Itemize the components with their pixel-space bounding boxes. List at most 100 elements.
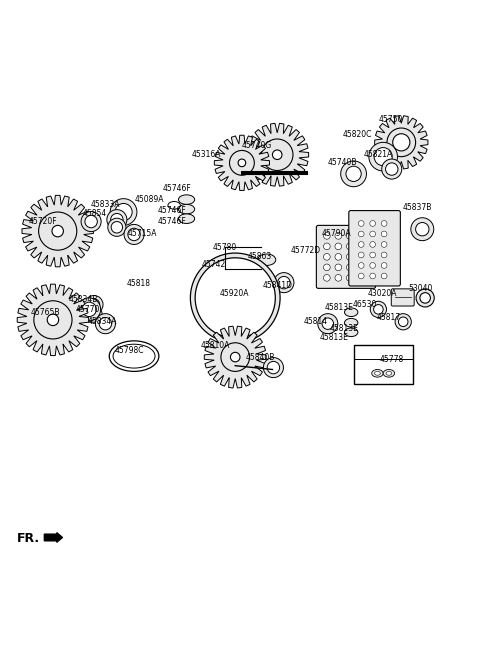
Circle shape [88,299,100,310]
Circle shape [416,223,429,236]
Circle shape [359,263,364,269]
Ellipse shape [386,371,392,375]
Circle shape [262,139,293,170]
Text: 45834B: 45834B [69,295,98,305]
Circle shape [341,161,366,187]
Text: 45821A: 45821A [364,150,393,159]
Circle shape [373,305,383,314]
Circle shape [359,231,364,237]
Ellipse shape [374,371,380,375]
Circle shape [358,233,364,239]
Circle shape [89,309,99,320]
Ellipse shape [179,195,195,204]
Ellipse shape [372,369,383,377]
Circle shape [322,318,334,329]
Circle shape [52,225,63,237]
Circle shape [358,274,364,281]
Circle shape [273,150,282,160]
Circle shape [335,274,342,281]
Circle shape [381,263,387,269]
Circle shape [85,295,103,314]
Polygon shape [204,326,266,388]
Text: 45742: 45742 [202,260,226,269]
Circle shape [393,134,410,151]
Circle shape [398,317,408,327]
Circle shape [347,274,353,281]
Circle shape [358,264,364,271]
Circle shape [85,215,97,228]
Ellipse shape [258,254,276,265]
Circle shape [370,221,375,227]
Text: 45772D: 45772D [291,246,321,255]
Polygon shape [17,284,89,356]
Bar [354,345,413,384]
Circle shape [381,252,387,258]
Circle shape [81,212,101,232]
Text: 45750: 45750 [378,115,403,124]
Text: 43020A: 43020A [368,289,397,297]
Circle shape [370,231,375,237]
Circle shape [107,210,127,230]
Text: 45715A: 45715A [127,229,157,238]
Circle shape [346,166,361,181]
Ellipse shape [345,318,358,327]
Circle shape [335,233,342,239]
Text: 45746F: 45746F [158,206,187,215]
Circle shape [99,318,112,330]
Circle shape [347,253,353,260]
Circle shape [82,302,96,316]
Circle shape [347,233,353,239]
Circle shape [110,198,137,225]
Circle shape [221,343,250,371]
Circle shape [369,142,397,171]
Text: 45814: 45814 [303,317,327,326]
FancyBboxPatch shape [349,210,400,286]
Ellipse shape [168,202,180,209]
Text: 45778: 45778 [380,356,404,364]
Text: 53040: 53040 [408,284,432,293]
Circle shape [264,358,283,378]
Circle shape [335,243,342,250]
Text: 45089A: 45089A [134,195,164,204]
Text: 45833A: 45833A [91,200,120,209]
Circle shape [420,293,431,303]
Text: 45798C: 45798C [115,346,144,355]
Circle shape [229,151,254,176]
Text: 46530: 46530 [353,300,377,309]
Text: 45746F: 45746F [163,183,192,193]
Circle shape [370,252,375,258]
Text: 45837B: 45837B [403,203,432,212]
Text: 45740B: 45740B [328,159,357,168]
Circle shape [370,242,375,248]
Circle shape [230,291,244,305]
Text: 45770: 45770 [76,305,100,314]
Ellipse shape [113,345,155,368]
Ellipse shape [179,214,195,223]
Ellipse shape [345,308,358,316]
Text: 45817: 45817 [377,312,401,322]
Text: 45780: 45780 [213,243,237,252]
Circle shape [335,264,342,271]
Circle shape [324,274,330,281]
FancyArrow shape [44,533,62,542]
Circle shape [191,253,280,343]
Circle shape [86,306,102,322]
Bar [218,256,224,265]
Circle shape [216,277,258,319]
Circle shape [359,252,364,258]
Circle shape [395,314,411,330]
Circle shape [128,228,140,240]
Text: 45920A: 45920A [219,289,249,297]
Circle shape [278,276,290,289]
Circle shape [324,264,330,271]
Circle shape [381,273,387,279]
Text: 45810A: 45810A [201,341,230,350]
Circle shape [78,298,101,321]
Circle shape [359,242,364,248]
Circle shape [108,218,126,236]
Circle shape [416,289,434,307]
Circle shape [347,264,353,271]
Polygon shape [22,195,94,267]
Text: 45790A: 45790A [322,229,351,238]
Circle shape [370,263,375,269]
